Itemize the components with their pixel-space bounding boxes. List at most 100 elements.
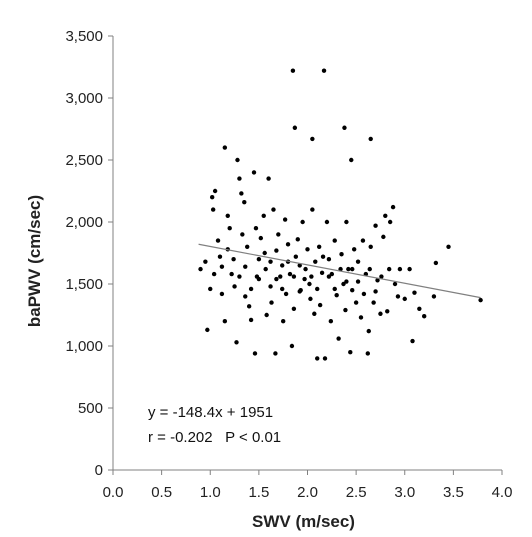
data-point: [344, 219, 349, 225]
data-point: [422, 314, 427, 319]
data-point: [341, 281, 346, 287]
data-point: [326, 257, 332, 262]
data-point: [280, 319, 286, 324]
data-point: [321, 68, 327, 73]
data-point: [342, 125, 347, 130]
data-point: [258, 235, 264, 241]
data-point: [205, 327, 210, 333]
data-point: [395, 294, 401, 299]
data-point: [317, 302, 323, 308]
data-point: [332, 238, 337, 243]
data-point: [309, 274, 314, 279]
data-point: [212, 188, 218, 194]
data-point: [276, 232, 281, 237]
data-point: [355, 279, 361, 284]
data-point: [292, 125, 298, 130]
data-point: [381, 234, 386, 240]
data-point: [355, 259, 361, 264]
data-point: [256, 276, 262, 282]
data-point: [222, 145, 228, 150]
data-point: [322, 356, 328, 361]
y-tick-label: 2,000: [65, 214, 103, 231]
data-point: [225, 213, 230, 218]
data-point: [231, 257, 236, 262]
regression-equation: y = -148.4x + 1951: [148, 404, 273, 421]
data-point: [215, 238, 221, 243]
y-tick-label: 2,500: [65, 152, 103, 169]
data-point: [402, 296, 407, 302]
data-point: [273, 351, 278, 356]
data-point: [295, 237, 300, 242]
data-point: [222, 319, 228, 324]
y-tick-label: 500: [78, 400, 103, 417]
data-point: [320, 254, 326, 259]
data-point: [350, 288, 355, 293]
data-point: [219, 264, 225, 269]
data-point: [243, 264, 248, 269]
data-point: [252, 351, 258, 356]
data-point: [368, 244, 373, 249]
data-point: [246, 304, 252, 309]
data-point: [343, 307, 348, 313]
data-point: [378, 311, 383, 316]
x-tick-label: 1.0: [200, 484, 221, 501]
x-tick-label: 2.5: [346, 484, 367, 501]
data-point: [344, 279, 349, 284]
data-point: [198, 266, 203, 272]
data-point: [300, 219, 305, 225]
data-point: [346, 266, 351, 272]
data-point: [245, 244, 250, 249]
data-point: [307, 281, 312, 287]
data-point: [313, 259, 318, 264]
data-point: [360, 238, 366, 243]
x-axis-title: SWV (m/sec): [252, 512, 355, 531]
data-point: [332, 286, 337, 292]
data-point: [232, 284, 237, 289]
data-point: [417, 306, 422, 311]
data-point: [368, 136, 373, 142]
data-point: [242, 199, 247, 205]
data-point: [310, 207, 315, 212]
data-point: [336, 336, 341, 341]
data-point: [348, 350, 353, 355]
data-point: [334, 292, 339, 298]
y-tick-label: 0: [95, 462, 103, 479]
data-point: [375, 278, 380, 283]
data-point: [433, 260, 439, 266]
data-point: [274, 276, 279, 282]
data-point: [256, 257, 262, 262]
x-tick-label: 3.5: [443, 484, 464, 501]
data-point: [412, 290, 417, 295]
x-tick-label: 0.0: [103, 484, 124, 501]
y-axis-title: baPWV (cm/sec): [25, 195, 44, 327]
data-point: [280, 286, 285, 292]
data-point: [263, 266, 268, 272]
data-point: [297, 289, 302, 294]
data-point: [315, 286, 320, 292]
data-point: [280, 263, 285, 268]
x-tick-label: 1.5: [248, 484, 269, 501]
data-point: [237, 274, 242, 279]
x-axis-ticks: 0.0 0.5 1.0 1.5 2.0 2.5 3.0 3.5 4.0: [103, 470, 512, 501]
data-point: [289, 343, 295, 349]
data-point: [269, 300, 274, 305]
data-point: [248, 286, 254, 292]
data-point: [209, 195, 215, 200]
data-point: [351, 247, 357, 252]
data-point: [373, 289, 378, 294]
data-point: [373, 223, 378, 228]
data-point: [361, 291, 367, 297]
data-point: [431, 294, 437, 299]
data-point: [203, 259, 208, 264]
data-point: [217, 254, 223, 259]
data-point: [290, 68, 296, 73]
data-point: [365, 351, 370, 356]
data-point: [392, 281, 398, 287]
data-point: [285, 242, 291, 247]
data-point: [237, 176, 242, 181]
data-point: [268, 259, 273, 264]
data-point: [208, 286, 213, 292]
data-point: [210, 207, 216, 212]
data-point: [278, 274, 283, 279]
